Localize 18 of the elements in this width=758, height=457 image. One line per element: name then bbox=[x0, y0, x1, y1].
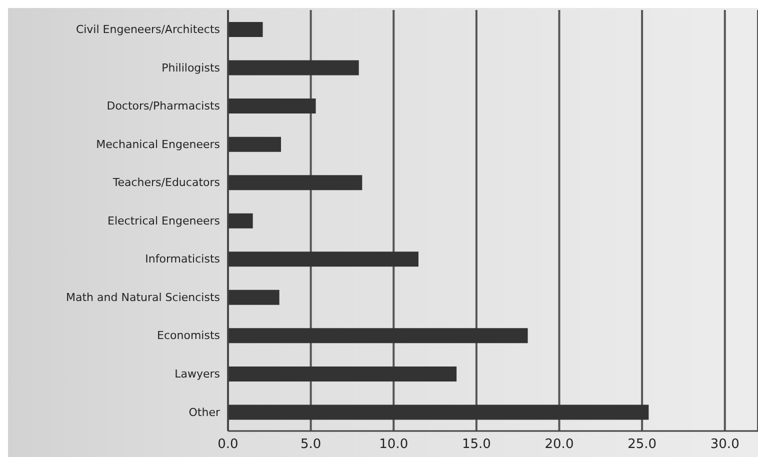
y-tick-label: Mechanical Engeneers bbox=[96, 138, 220, 151]
y-tick-label: Phililogists bbox=[162, 61, 220, 74]
y-tick-label: Electrical Engeneers bbox=[108, 214, 220, 228]
y-tick-label: Doctors/Pharmacists bbox=[106, 100, 220, 113]
y-tick-label: Math and Natural Sciencists bbox=[66, 290, 220, 304]
x-tick-label: 15.0 bbox=[462, 437, 491, 452]
x-tick-label: 0.0 bbox=[218, 437, 238, 452]
y-tick-label: Informaticists bbox=[145, 252, 220, 266]
x-tick-label: 20.0 bbox=[544, 437, 574, 452]
y-tick-label: Civil Engeneers/Architects bbox=[76, 23, 220, 36]
y-tick-label: Other bbox=[188, 406, 220, 419]
y-tick-label: Teachers/Educators bbox=[112, 176, 220, 190]
y-tick-label: Lawyers bbox=[174, 367, 220, 380]
y-tick-label: Economists bbox=[157, 329, 220, 342]
x-tick-label: 25.0 bbox=[628, 437, 657, 452]
x-tick-label: 10.0 bbox=[379, 437, 408, 452]
x-tick-label: 5.0 bbox=[300, 437, 322, 452]
x-tick-label: 30.0 bbox=[710, 437, 740, 452]
